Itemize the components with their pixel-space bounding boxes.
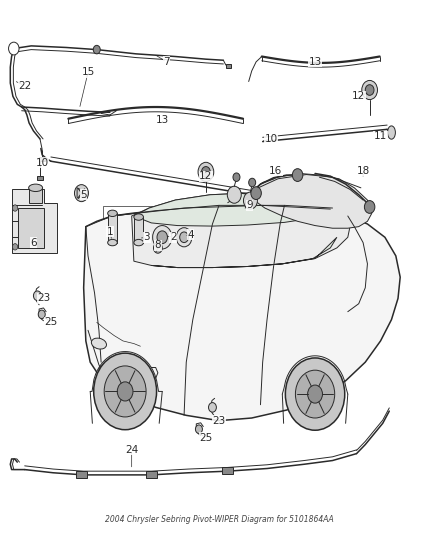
- Circle shape: [9, 42, 19, 55]
- Circle shape: [117, 382, 133, 401]
- Text: 7: 7: [163, 57, 170, 67]
- Bar: [103, 206, 201, 252]
- Circle shape: [33, 291, 41, 301]
- Text: 2004 Chrysler Sebring Pivot-WIPER Diagram for 5101864AA: 2004 Chrysler Sebring Pivot-WIPER Diagra…: [105, 515, 333, 524]
- Bar: [39, 157, 45, 161]
- Text: 10: 10: [265, 134, 278, 144]
- Polygon shape: [84, 204, 400, 421]
- Text: 24: 24: [125, 445, 138, 455]
- Circle shape: [152, 225, 172, 249]
- Bar: [18, 208, 44, 248]
- Circle shape: [201, 166, 210, 177]
- Circle shape: [93, 45, 100, 54]
- Bar: [146, 471, 156, 478]
- Circle shape: [233, 173, 240, 181]
- Ellipse shape: [134, 239, 144, 246]
- Circle shape: [94, 353, 156, 430]
- Polygon shape: [12, 189, 57, 253]
- Text: 10: 10: [35, 158, 49, 168]
- Text: 13: 13: [308, 57, 321, 67]
- Ellipse shape: [113, 385, 133, 394]
- Text: 18: 18: [357, 166, 370, 176]
- Circle shape: [227, 186, 241, 203]
- Circle shape: [12, 244, 18, 250]
- Text: 25: 25: [44, 317, 57, 327]
- Text: 3: 3: [144, 232, 150, 243]
- Circle shape: [104, 366, 146, 417]
- Circle shape: [364, 200, 375, 213]
- Text: 23: 23: [38, 293, 51, 303]
- Text: 15: 15: [81, 68, 95, 77]
- Circle shape: [157, 231, 167, 244]
- Text: 5: 5: [80, 190, 87, 200]
- Text: 1: 1: [106, 227, 113, 237]
- Circle shape: [365, 85, 374, 95]
- Text: 16: 16: [269, 166, 283, 176]
- Bar: [134, 217, 144, 243]
- Circle shape: [251, 187, 261, 199]
- Circle shape: [249, 178, 256, 187]
- Ellipse shape: [108, 210, 117, 216]
- Circle shape: [292, 168, 303, 181]
- Text: 6: 6: [30, 238, 37, 247]
- Text: 11: 11: [374, 131, 387, 141]
- Bar: [223, 467, 233, 474]
- Circle shape: [180, 232, 188, 243]
- Text: 8: 8: [155, 240, 161, 250]
- Circle shape: [362, 80, 378, 100]
- Bar: [37, 175, 43, 180]
- Text: 13: 13: [155, 115, 169, 125]
- Ellipse shape: [388, 126, 396, 139]
- Text: 9: 9: [246, 200, 253, 211]
- Polygon shape: [132, 193, 350, 268]
- Text: 23: 23: [212, 416, 226, 426]
- Circle shape: [38, 310, 45, 319]
- Circle shape: [195, 425, 202, 433]
- Ellipse shape: [92, 338, 106, 349]
- Text: 22: 22: [18, 81, 32, 91]
- Circle shape: [208, 402, 216, 412]
- Circle shape: [244, 192, 258, 209]
- Bar: [29, 188, 42, 203]
- Bar: [108, 213, 117, 243]
- Circle shape: [295, 370, 335, 418]
- Text: 12: 12: [199, 171, 212, 181]
- Text: 25: 25: [199, 433, 212, 443]
- Ellipse shape: [108, 239, 117, 246]
- Text: 4: 4: [187, 230, 194, 240]
- Ellipse shape: [134, 214, 144, 220]
- Ellipse shape: [28, 184, 42, 191]
- Ellipse shape: [99, 365, 117, 375]
- Polygon shape: [252, 173, 372, 228]
- Text: 2: 2: [170, 232, 177, 243]
- Circle shape: [74, 184, 88, 201]
- Bar: [76, 471, 87, 478]
- Polygon shape: [151, 237, 337, 268]
- Circle shape: [198, 163, 214, 181]
- Text: 12: 12: [352, 91, 365, 101]
- Circle shape: [307, 385, 322, 403]
- Polygon shape: [134, 193, 330, 226]
- Circle shape: [12, 205, 18, 211]
- Circle shape: [153, 243, 162, 253]
- Circle shape: [286, 358, 345, 430]
- Circle shape: [176, 228, 192, 247]
- Bar: [226, 64, 231, 68]
